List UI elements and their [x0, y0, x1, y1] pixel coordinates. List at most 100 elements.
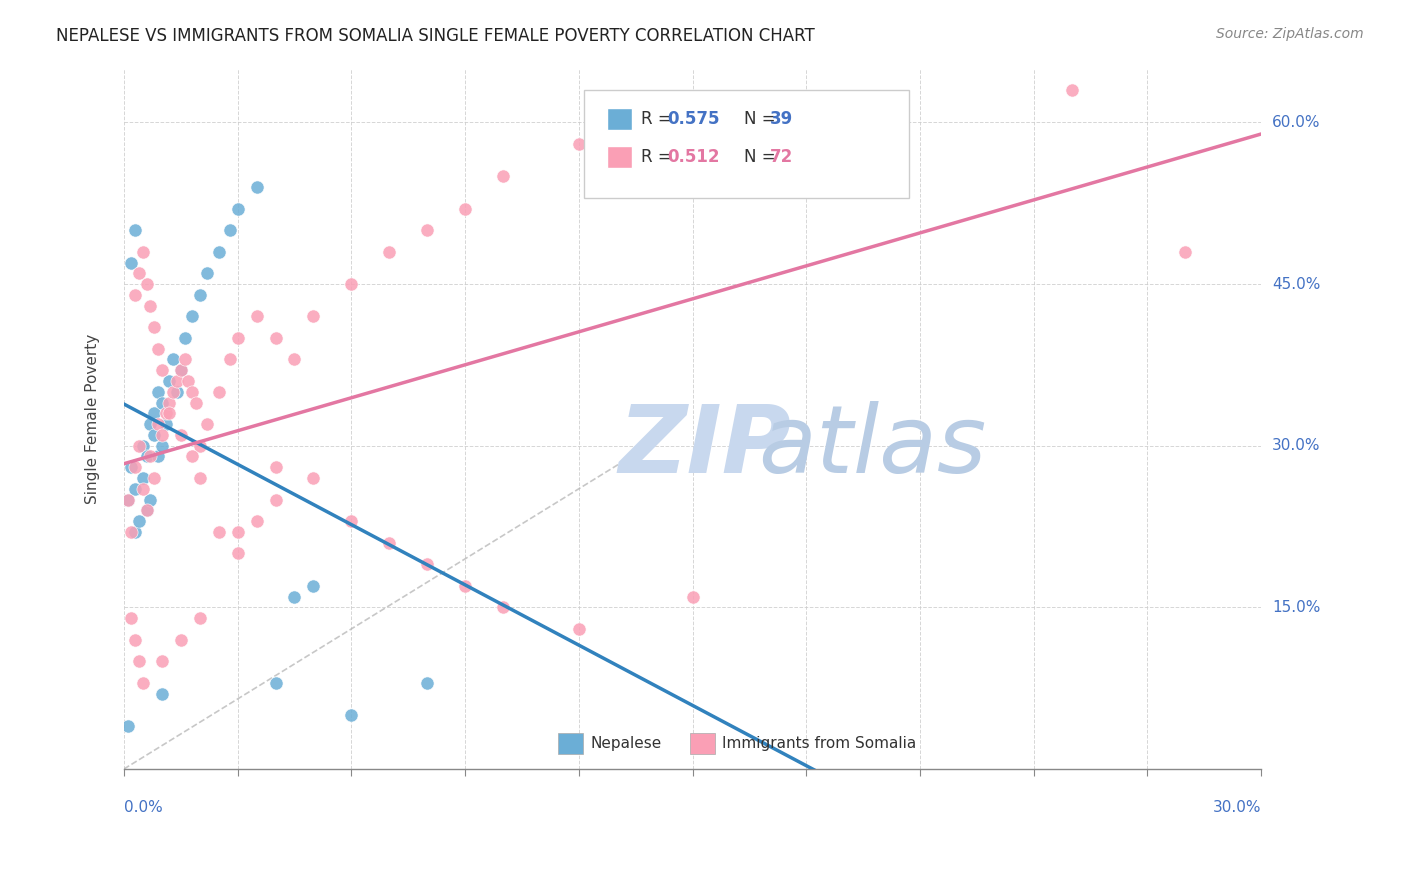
- Point: [302, 310, 325, 324]
- Point: [1174, 244, 1197, 259]
- Point: [378, 244, 401, 259]
- Point: [682, 590, 704, 604]
- Text: R =: R =: [641, 148, 678, 166]
- Point: [139, 492, 162, 507]
- Point: [135, 450, 157, 464]
- Point: [870, 136, 893, 151]
- Point: [143, 428, 166, 442]
- Point: [128, 266, 150, 280]
- Point: [157, 395, 180, 409]
- Point: [132, 482, 155, 496]
- Point: [121, 524, 143, 539]
- Point: [283, 590, 305, 604]
- Point: [155, 417, 177, 432]
- Point: [155, 406, 177, 420]
- Point: [166, 384, 188, 399]
- Text: atlas: atlas: [758, 401, 987, 492]
- Point: [492, 169, 515, 184]
- Point: [568, 136, 591, 151]
- Text: Nepalese: Nepalese: [591, 736, 661, 750]
- Point: [416, 223, 439, 237]
- Point: [117, 492, 139, 507]
- Point: [226, 546, 249, 560]
- Point: [188, 471, 211, 485]
- Point: [128, 654, 150, 668]
- Point: [162, 384, 184, 399]
- Point: [132, 439, 155, 453]
- FancyBboxPatch shape: [607, 145, 633, 168]
- Point: [283, 352, 305, 367]
- Point: [170, 632, 193, 647]
- Point: [150, 363, 173, 377]
- Point: [195, 417, 218, 432]
- Point: [208, 524, 231, 539]
- Point: [124, 223, 146, 237]
- Point: [124, 482, 146, 496]
- Point: [117, 492, 139, 507]
- Point: [170, 363, 193, 377]
- Point: [132, 244, 155, 259]
- Text: Immigrants from Somalia: Immigrants from Somalia: [723, 736, 917, 750]
- Point: [184, 395, 207, 409]
- Text: 0.575: 0.575: [668, 110, 720, 128]
- FancyBboxPatch shape: [690, 732, 716, 754]
- Point: [146, 384, 169, 399]
- Point: [173, 352, 195, 367]
- Point: [208, 244, 231, 259]
- Point: [150, 687, 173, 701]
- Point: [173, 331, 195, 345]
- Point: [150, 439, 173, 453]
- FancyBboxPatch shape: [585, 89, 908, 198]
- Point: [166, 374, 188, 388]
- Point: [1060, 83, 1083, 97]
- Text: N =: N =: [744, 110, 780, 128]
- Text: 30.0%: 30.0%: [1212, 799, 1261, 814]
- Point: [245, 310, 267, 324]
- Point: [128, 439, 150, 453]
- Point: [121, 611, 143, 625]
- Point: [188, 439, 211, 453]
- Point: [143, 406, 166, 420]
- Point: [135, 503, 157, 517]
- Point: [378, 535, 401, 549]
- Point: [195, 266, 218, 280]
- Point: [135, 503, 157, 517]
- Point: [124, 524, 146, 539]
- Point: [124, 288, 146, 302]
- Text: 0.0%: 0.0%: [124, 799, 163, 814]
- Point: [124, 632, 146, 647]
- Point: [264, 492, 287, 507]
- Point: [117, 719, 139, 733]
- Point: [177, 374, 200, 388]
- Point: [157, 374, 180, 388]
- Text: 0.512: 0.512: [668, 148, 720, 166]
- Text: 60.0%: 60.0%: [1272, 115, 1320, 130]
- Point: [146, 450, 169, 464]
- Point: [264, 331, 287, 345]
- Point: [340, 277, 363, 291]
- Text: N =: N =: [744, 148, 780, 166]
- Point: [416, 675, 439, 690]
- Point: [150, 428, 173, 442]
- Point: [226, 524, 249, 539]
- Point: [181, 384, 204, 399]
- Point: [181, 310, 204, 324]
- Point: [132, 675, 155, 690]
- Point: [157, 406, 180, 420]
- Point: [135, 277, 157, 291]
- Text: 72: 72: [770, 148, 793, 166]
- Point: [121, 255, 143, 269]
- Point: [416, 558, 439, 572]
- FancyBboxPatch shape: [607, 108, 633, 130]
- Point: [454, 202, 477, 216]
- Point: [454, 579, 477, 593]
- Text: 30.0%: 30.0%: [1272, 438, 1320, 453]
- Point: [340, 514, 363, 528]
- Point: [170, 428, 193, 442]
- Text: NEPALESE VS IMMIGRANTS FROM SOMALIA SINGLE FEMALE POVERTY CORRELATION CHART: NEPALESE VS IMMIGRANTS FROM SOMALIA SING…: [56, 27, 815, 45]
- Point: [181, 450, 204, 464]
- Point: [264, 675, 287, 690]
- Text: Source: ZipAtlas.com: Source: ZipAtlas.com: [1216, 27, 1364, 41]
- Point: [794, 94, 817, 108]
- Point: [139, 417, 162, 432]
